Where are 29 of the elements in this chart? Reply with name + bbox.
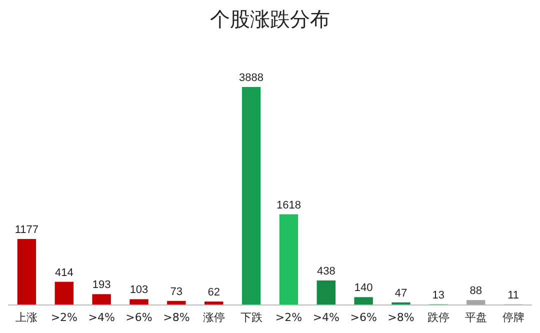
data-label: 438 bbox=[316, 265, 336, 278]
x-tick-label: 平盘 bbox=[464, 310, 487, 324]
data-label: 140 bbox=[354, 282, 373, 294]
data-label: 414 bbox=[54, 266, 74, 279]
data-label: 47 bbox=[394, 287, 408, 300]
data-label: 11 bbox=[508, 289, 519, 302]
data-label: 62 bbox=[208, 286, 220, 299]
x-tick-label: 涨停 bbox=[202, 310, 225, 324]
data-label: 88 bbox=[470, 285, 482, 298]
x-tick-label: >2% bbox=[275, 310, 302, 324]
data-label: 103 bbox=[130, 284, 148, 296]
x-tick-label: >4% bbox=[88, 310, 115, 324]
data-label: 1618 bbox=[276, 199, 301, 212]
x-tick-label: >8% bbox=[388, 310, 414, 324]
x-tick-label: >6% bbox=[126, 310, 152, 324]
x-tick-label: >2% bbox=[50, 310, 78, 324]
data-label: 73 bbox=[170, 286, 183, 298]
x-tick-label: 跌停 bbox=[427, 310, 450, 324]
chart-title: 个股涨跌分布 bbox=[210, 7, 330, 31]
data-label: 13 bbox=[432, 289, 445, 302]
x-tick-label: >4% bbox=[312, 310, 340, 324]
x-tick-label: >6% bbox=[350, 310, 377, 324]
x-tick-label: 下跌 bbox=[240, 310, 262, 324]
x-tick-label: 停牌 bbox=[502, 310, 524, 324]
data-label: 3888 bbox=[239, 72, 264, 84]
x-tick-label: >8% bbox=[163, 310, 190, 324]
x-tick-label: 上涨 bbox=[16, 310, 38, 324]
data-label: 193 bbox=[92, 279, 111, 292]
data-label: 1177 bbox=[14, 224, 39, 236]
